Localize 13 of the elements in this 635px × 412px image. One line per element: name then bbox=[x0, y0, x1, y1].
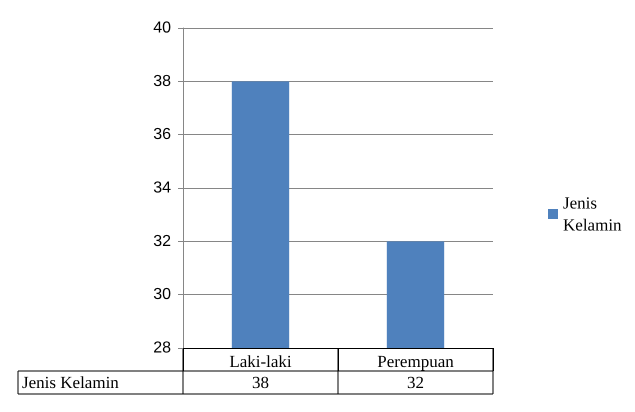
x-tick-label: Laki-laki bbox=[229, 352, 292, 371]
x-tick-label: Perempuan bbox=[377, 352, 454, 371]
y-tick-label: 40 bbox=[153, 20, 172, 36]
y-tick-label: 36 bbox=[153, 126, 172, 144]
y-tick-label: 30 bbox=[153, 286, 172, 304]
data-label: 38 bbox=[252, 373, 269, 392]
text: Jenis Kelamin bbox=[22, 373, 119, 392]
legend-label: Jenis Kelamin bbox=[563, 194, 622, 234]
y-tick-label: 28 bbox=[153, 340, 172, 356]
y-tick-label: 38 bbox=[153, 72, 172, 90]
y-tick-label: 32 bbox=[153, 232, 172, 250]
y-tick-label: 34 bbox=[153, 180, 172, 196]
data-label: 32 bbox=[407, 373, 424, 392]
